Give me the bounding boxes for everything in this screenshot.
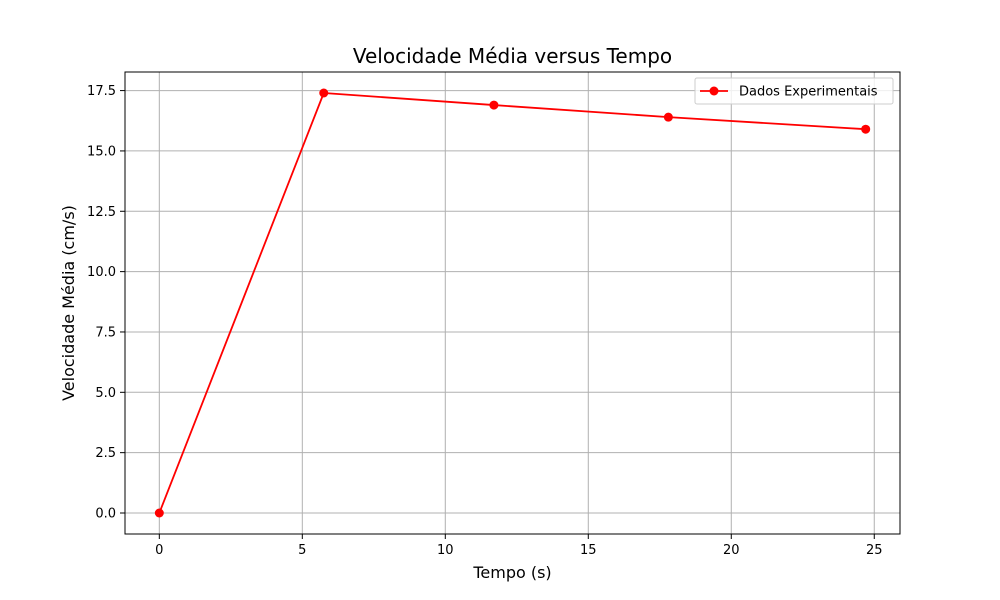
data-point: [154, 508, 164, 518]
x-axis-label: Tempo (s): [472, 563, 551, 582]
x-tick-label: 20: [723, 543, 740, 558]
x-tick-label: 5: [298, 543, 306, 558]
y-tick-label: 15.0: [87, 144, 116, 159]
data-point: [663, 112, 673, 122]
legend-marker-swatch: [709, 86, 719, 96]
data-point: [861, 124, 871, 134]
series-line: [158, 92, 866, 514]
tick-layer: 0 5 10 15 20 25 0.0 2.5 5.0 7.5 10.0 12.5 15.0 17.5: [87, 84, 882, 558]
x-tick-label: 10: [437, 543, 454, 558]
legend-box: [694, 77, 894, 105]
data-point: [319, 88, 329, 98]
chart-title: Velocidade Média versus Tempo: [353, 44, 672, 68]
y-tick-label: 2.5: [95, 446, 116, 461]
x-tick-label: 15: [580, 543, 597, 558]
y-tick-label: 12.5: [87, 205, 116, 220]
y-tick-label: 5.0: [95, 386, 116, 401]
legend-label: Dados Experimentais: [739, 85, 878, 100]
plot-frame: [124, 71, 901, 535]
y-axis-label: Velocidade Média (cm/s): [59, 205, 78, 401]
y-tick-label: 17.5: [87, 84, 116, 99]
data-point: [489, 100, 499, 110]
y-tick-label: 7.5: [95, 325, 116, 340]
data-layer: [154, 88, 871, 518]
y-tick-label: 10.0: [87, 265, 116, 280]
y-tick-label: 0.0: [95, 507, 116, 522]
legend: Dados Experimentais: [694, 77, 894, 105]
x-tick-label: 0: [155, 543, 163, 558]
x-tick-label: 25: [866, 543, 883, 558]
